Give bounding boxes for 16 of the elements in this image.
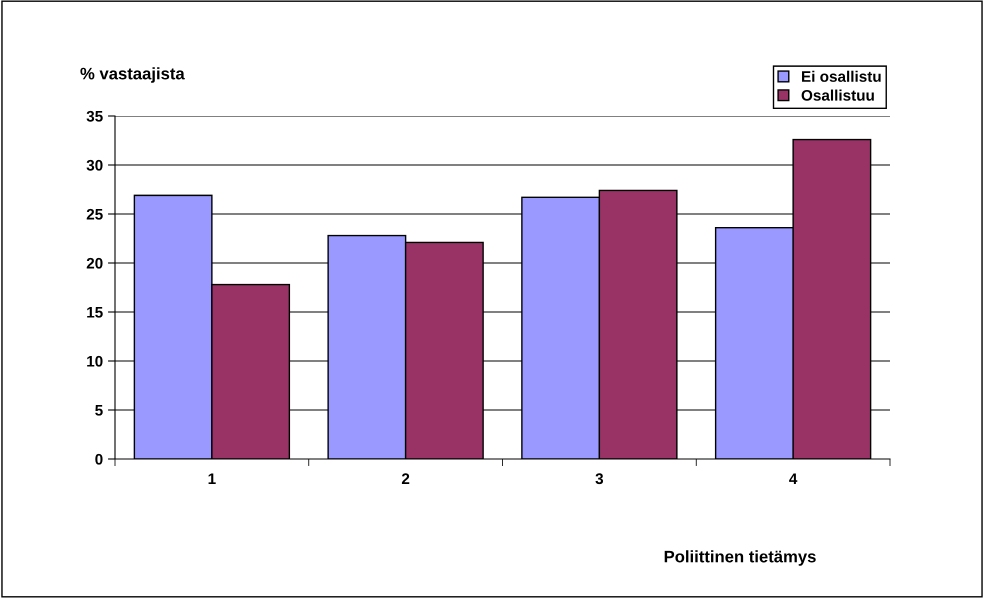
y-tick-label: 0 bbox=[95, 454, 103, 465]
legend-label: Ei osallistu bbox=[802, 70, 881, 82]
y-tick-label: 20 bbox=[86, 258, 103, 269]
x-tick-label: 2 bbox=[402, 473, 410, 484]
x-tick-label: 1 bbox=[208, 473, 216, 484]
y-tick-label: 30 bbox=[86, 160, 103, 171]
y-tick-label: 35 bbox=[86, 110, 103, 122]
y-tick-label: 25 bbox=[86, 208, 103, 220]
y-tick-label: 5 bbox=[95, 405, 103, 416]
y-tick-label: 15 bbox=[87, 307, 103, 318]
x-axis-title: Poliittinen tietämys bbox=[664, 550, 816, 566]
legend-label: Osallistuu bbox=[802, 90, 874, 101]
x-tick-label: 4 bbox=[789, 473, 798, 484]
y-axis-title: % vastaajista bbox=[80, 67, 185, 83]
y-tick-label: 10 bbox=[87, 356, 103, 367]
x-tick-label: 3 bbox=[595, 473, 604, 484]
